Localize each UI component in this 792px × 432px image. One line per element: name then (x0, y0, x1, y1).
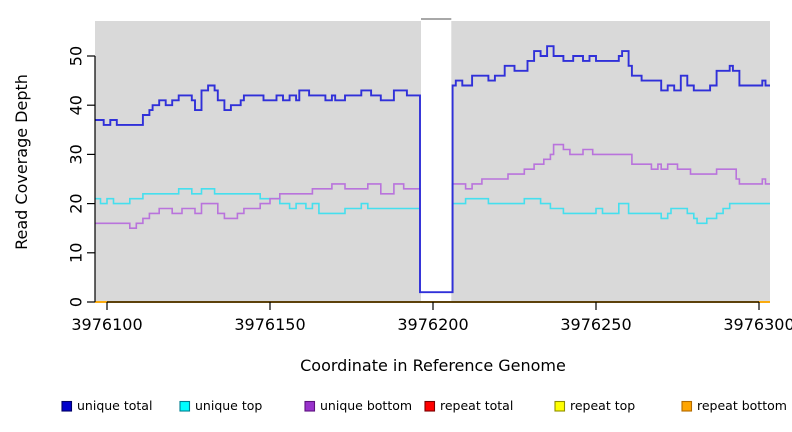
y-tick-label: 10 (67, 243, 86, 263)
legend-swatch-icon (304, 400, 316, 412)
legend-label: unique total (77, 398, 152, 413)
legend-item-unique-total: unique total (61, 398, 152, 413)
legend-swatch-icon (61, 400, 73, 412)
legend-swatch-icon (179, 400, 191, 412)
legend-label: repeat total (440, 398, 513, 413)
y-axis-title: Read Coverage Depth (12, 74, 31, 250)
legend: unique total unique top unique bottom repea… (61, 398, 787, 413)
x-tick-label: 3976100 (71, 315, 142, 334)
y-tick-label: 50 (67, 46, 86, 66)
x-tick-label: 3976300 (723, 315, 792, 334)
x-tick-label: 3976250 (560, 315, 631, 334)
legend-item-repeat-top: repeat top (554, 398, 635, 413)
x-tick-label: 3976200 (397, 315, 468, 334)
x-axis-title: Coordinate in Reference Genome (300, 356, 566, 375)
legend-swatch-icon (554, 400, 566, 412)
series-unique-bottom (95, 143, 770, 293)
legend-item-repeat-total: repeat total (424, 398, 513, 413)
legend-item-unique-bottom: unique bottom (304, 398, 412, 413)
x-tick-label: 3976150 (234, 315, 305, 334)
y-tick-label: 20 (67, 193, 86, 213)
axes-layer: 0 10 20 30 40 50 3976100 3976150 3976200 3976250 3… (67, 46, 792, 334)
y-tick-label: 0 (67, 297, 86, 307)
legend-label: unique top (195, 398, 262, 413)
legend-swatch-icon (681, 400, 693, 412)
gap-white-rect (421, 19, 452, 301)
coverage-gap-region (421, 18, 452, 301)
legend-label: repeat bottom (697, 398, 787, 413)
legend-item-unique-top: unique top (179, 398, 262, 413)
y-tick-label: 40 (67, 95, 86, 115)
legend-label: repeat top (570, 398, 635, 413)
series-unique-total (95, 45, 770, 294)
legend-item-repeat-bottom: repeat bottom (681, 398, 787, 413)
top-series-layer (95, 45, 770, 294)
legend-swatch-icon (424, 400, 436, 412)
y-tick-label: 30 (67, 144, 86, 164)
legend-label: unique bottom (320, 398, 412, 413)
